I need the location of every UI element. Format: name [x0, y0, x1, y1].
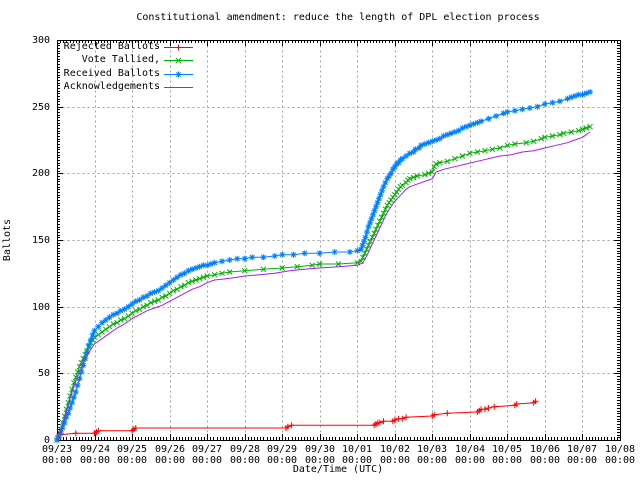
x-tick-label: 09/23 00:00	[41, 444, 73, 466]
legend-sample	[164, 57, 193, 64]
series-rejected-ballots	[54, 398, 539, 443]
y-axis-label: Ballots	[2, 218, 13, 262]
series-received-ballots-line	[56, 91, 591, 441]
x-tick-label: 10/05 00:00	[491, 444, 523, 466]
x-tick-label: 10/06 00:00	[529, 444, 561, 466]
y-tick-label: 300	[31, 35, 50, 46]
legend-label-acknowledgements: Acknowledgements	[63, 81, 160, 92]
series-vote-tallied-markers	[54, 123, 593, 443]
y-tick-label: 250	[31, 102, 50, 113]
series-acknowledgements-line	[56, 131, 591, 441]
x-tick-label: 10/02 00:00	[379, 444, 411, 466]
x-tick-label: 09/28 00:00	[229, 444, 261, 466]
x-tick-label: 09/27 00:00	[191, 444, 223, 466]
x-tick-label: 09/30 00:00	[304, 444, 336, 466]
series-vote-tallied	[54, 123, 593, 443]
plot-border	[57, 40, 621, 441]
legend-label-received-ballots: Received Ballots	[63, 68, 160, 79]
x-axis-label: Date/Time (UTC)	[292, 464, 384, 475]
legend-sample	[164, 71, 193, 78]
y-tick-label: 50	[37, 368, 50, 379]
series-rejected-ballots-line	[56, 400, 536, 441]
y-tick-label: 150	[31, 235, 50, 246]
x-tick-label: 10/01 00:00	[341, 444, 373, 466]
chart-title: Constitutional amendment: reduce the len…	[136, 12, 540, 23]
y-tick-label: 0	[43, 435, 50, 446]
x-tick-label: 09/25 00:00	[116, 444, 148, 466]
series-received-ballots	[54, 89, 593, 443]
x-tick-label: 09/29 00:00	[266, 444, 298, 466]
legend-label-rejected-ballots: Rejected Ballots	[63, 41, 160, 52]
legend-sample	[164, 44, 193, 51]
series-received-ballots-markers	[54, 89, 593, 443]
x-tick-label: 10/03 00:00	[416, 444, 448, 466]
x-tick-label: 10/07 00:00	[566, 444, 598, 466]
x-tick-label: 10/04 00:00	[454, 444, 486, 466]
y-tick-label: 200	[31, 168, 50, 179]
legend-label-vote-tallied: Vote Tallied,	[81, 54, 160, 65]
x-tick-label: 09/26 00:00	[154, 444, 186, 466]
y-tick-label: 100	[31, 302, 50, 313]
series-rejected-ballots-markers	[54, 398, 539, 443]
x-tick-label: 09/24 00:00	[79, 444, 111, 466]
series-acknowledgements	[56, 131, 591, 441]
x-tick-label: 10/08 00:00	[604, 444, 636, 466]
